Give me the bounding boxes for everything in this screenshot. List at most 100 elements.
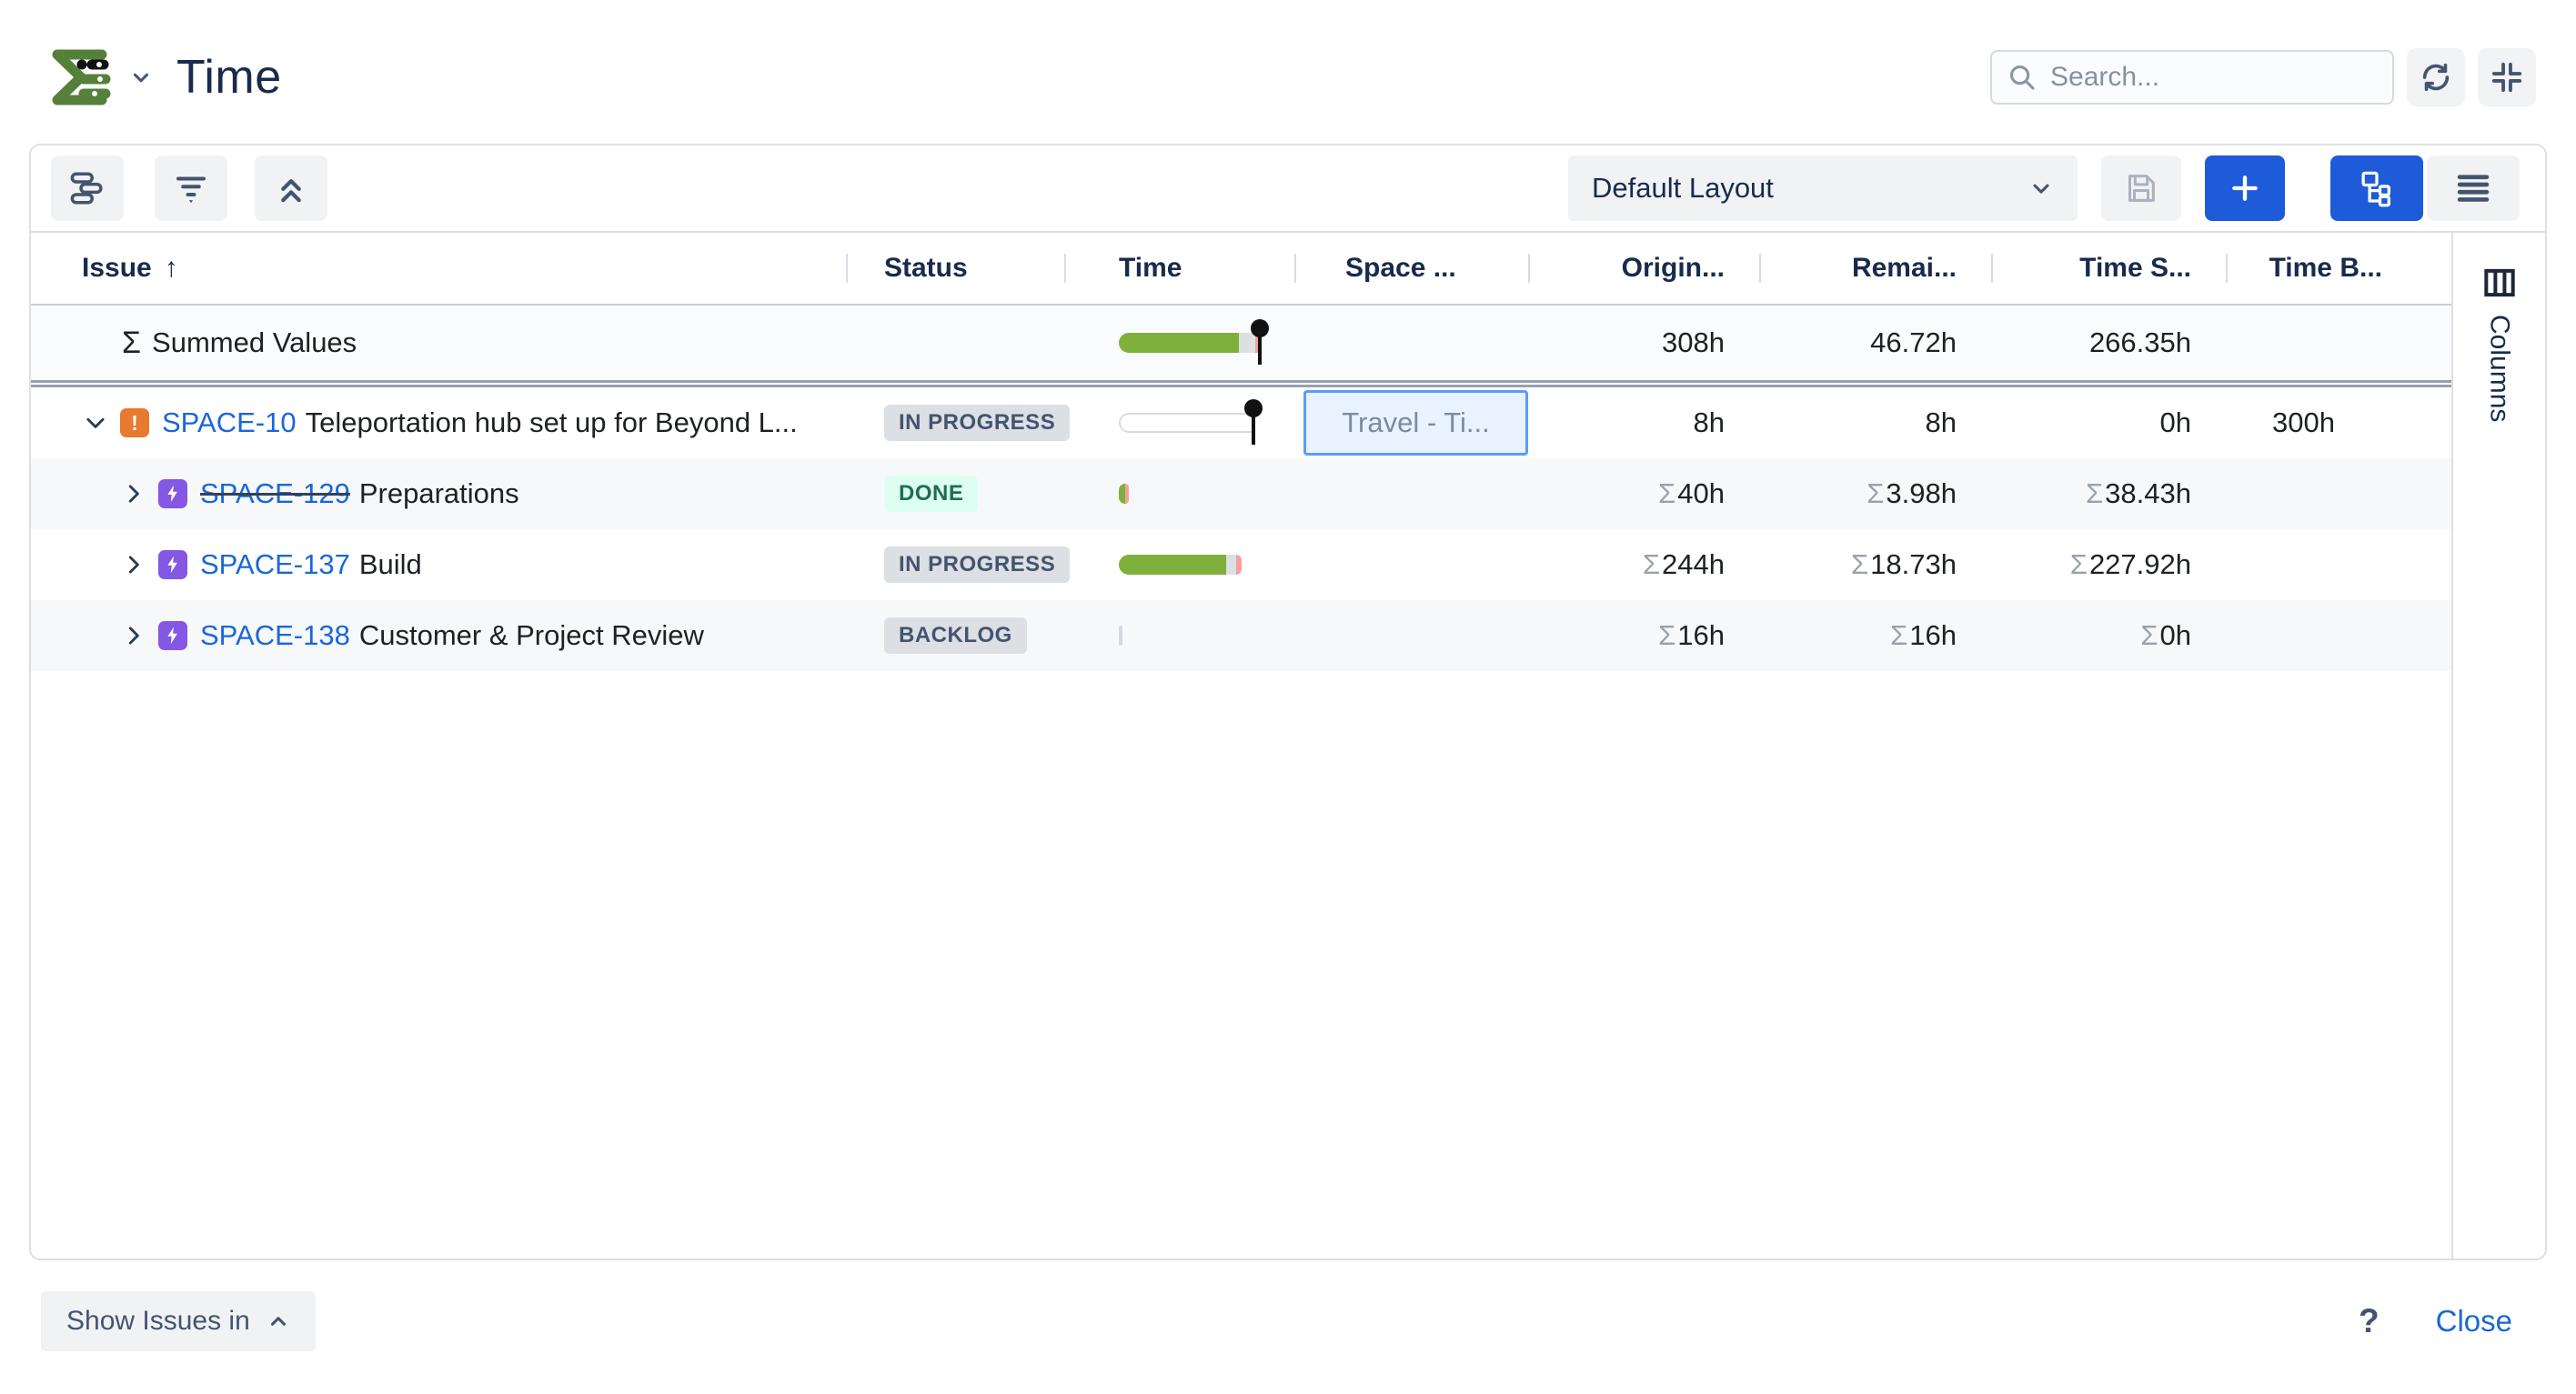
column-header-time-budget[interactable]: Time B... bbox=[2226, 233, 2451, 304]
table-row[interactable]: SPACE-137 Build IN PROGRESS Σ 244h Σ 18.73… bbox=[31, 529, 2451, 600]
summary-remaining-estimate: 46.72h bbox=[1870, 326, 1957, 358]
close-button[interactable]: Close bbox=[2435, 1304, 2512, 1338]
time-marker-pin[interactable] bbox=[1251, 319, 1269, 368]
search-box[interactable] bbox=[1990, 50, 2394, 105]
table-row[interactable]: ! SPACE-10 Teleportation hub set up for … bbox=[31, 387, 2451, 458]
original-estimate-cell[interactable]: Σ 16h bbox=[1658, 619, 1725, 651]
save-layout-button[interactable] bbox=[2101, 155, 2181, 221]
table-header-row: Issue ↑ Status Time Space ... Origin... … bbox=[31, 233, 2451, 306]
issue-type-warning-icon: ! bbox=[120, 408, 149, 437]
summary-time-cell bbox=[1064, 306, 1294, 380]
summary-time-budget bbox=[2226, 306, 2451, 380]
page-title: Time bbox=[176, 51, 282, 104]
remaining-estimate-cell[interactable]: Σ 18.73h bbox=[1851, 548, 1957, 580]
issue-key-link[interactable]: SPACE-10 bbox=[162, 406, 297, 438]
original-estimate-cell[interactable]: 8h bbox=[1693, 406, 1725, 438]
time-budget-cell[interactable] bbox=[2226, 600, 2451, 671]
show-issues-in-label: Show Issues in bbox=[66, 1306, 250, 1336]
search-icon bbox=[2009, 65, 2035, 90]
app-logo-menu[interactable] bbox=[44, 46, 153, 108]
space-cell-editor[interactable]: Travel - Ti... bbox=[1303, 390, 1528, 456]
expand-chevron-icon[interactable] bbox=[120, 551, 147, 578]
filter-icon bbox=[176, 176, 206, 204]
plus-icon bbox=[2232, 176, 2258, 201]
issue-key-link[interactable]: SPACE-129 bbox=[200, 477, 350, 509]
status-cell[interactable]: IN PROGRESS bbox=[846, 529, 1071, 600]
column-header-original-estimate[interactable]: Origin... bbox=[1528, 233, 1759, 304]
time-cell bbox=[1064, 600, 1294, 671]
layout-selector[interactable]: Default Layout bbox=[1568, 155, 2078, 221]
status-cell[interactable]: BACKLOG bbox=[846, 600, 1064, 671]
remaining-estimate-cell[interactable]: 8h bbox=[1925, 406, 1957, 438]
summed-values-label: Summed Values bbox=[152, 326, 357, 358]
group-by-button[interactable] bbox=[51, 155, 124, 221]
collapse-all-button[interactable] bbox=[255, 155, 327, 221]
collapse-corners-icon bbox=[2491, 62, 2522, 93]
time-cell bbox=[1064, 529, 1294, 600]
space-cell[interactable] bbox=[1294, 458, 1528, 529]
app-switcher-chevron-down-icon[interactable] bbox=[129, 65, 153, 89]
issue-type-bolt-icon bbox=[158, 621, 187, 650]
layout-selector-value: Default Layout bbox=[1592, 172, 1774, 204]
tree-view-button[interactable] bbox=[2330, 155, 2423, 221]
group-by-icon bbox=[70, 172, 103, 205]
status-cell[interactable]: IN PROGRESS bbox=[846, 387, 1071, 458]
issue-type-bolt-icon bbox=[158, 479, 187, 508]
issue-summary: Preparations bbox=[358, 477, 519, 509]
status-cell[interactable]: DONE bbox=[846, 458, 1064, 529]
time-cell bbox=[1064, 458, 1294, 529]
space-cell[interactable] bbox=[1294, 529, 1528, 600]
table-row[interactable]: SPACE-129 Preparations DONE Σ 40h Σ 3.98h … bbox=[31, 458, 2451, 529]
column-header-status[interactable]: Status bbox=[846, 233, 1064, 304]
status-badge: DONE bbox=[884, 476, 979, 512]
column-header-time[interactable]: Time bbox=[1064, 233, 1294, 304]
remaining-estimate-cell[interactable]: Σ 16h bbox=[1890, 619, 1957, 651]
time-spent-cell[interactable]: Σ 38.43h bbox=[2086, 477, 2191, 509]
issue-summary: Teleportation hub set up for Beyond L... bbox=[305, 406, 798, 438]
column-header-remaining-estimate[interactable]: Remai... bbox=[1759, 233, 1991, 304]
list-view-button[interactable] bbox=[2427, 155, 2520, 221]
filter-button[interactable] bbox=[155, 155, 227, 221]
table-row[interactable]: SPACE-138 Customer & Project Review BACK… bbox=[31, 600, 2451, 671]
refresh-button[interactable] bbox=[2407, 48, 2465, 106]
space-cell[interactable] bbox=[1294, 600, 1528, 671]
original-estimate-cell[interactable]: Σ 40h bbox=[1658, 477, 1725, 509]
time-budget-cell[interactable] bbox=[2226, 458, 2451, 529]
toolbar: Default Layout bbox=[31, 145, 2545, 233]
time-spent-cell[interactable]: 0h bbox=[2159, 406, 2191, 438]
show-issues-in-button[interactable]: Show Issues in bbox=[41, 1291, 316, 1351]
main-panel: Default Layout bbox=[29, 144, 2547, 1260]
column-header-issue[interactable]: Issue ↑ bbox=[31, 233, 846, 304]
search-input[interactable] bbox=[2050, 62, 2350, 93]
issue-cell: ! SPACE-10 Teleportation hub set up for … bbox=[31, 387, 846, 458]
summary-time-spent: 266.35h bbox=[2088, 326, 2191, 358]
original-estimate-cell[interactable]: Σ 244h bbox=[1642, 548, 1725, 580]
sigma-symbol: Σ bbox=[122, 325, 142, 360]
issue-key-link[interactable]: SPACE-138 bbox=[200, 619, 350, 651]
time-marker-pin[interactable] bbox=[1244, 399, 1263, 448]
status-badge: IN PROGRESS bbox=[884, 405, 1071, 441]
time-budget-cell[interactable] bbox=[2226, 529, 2451, 600]
space-cell[interactable]: Travel - Ti... bbox=[1294, 387, 1528, 458]
expand-chevron-icon[interactable] bbox=[82, 409, 109, 436]
time-spent-cell[interactable]: Σ 227.92h bbox=[2069, 548, 2191, 580]
issue-cell: SPACE-138 Customer & Project Review bbox=[31, 600, 846, 671]
add-issue-button[interactable] bbox=[2205, 155, 2285, 221]
expand-chevron-icon[interactable] bbox=[120, 480, 147, 507]
app-logo-sigma-icon bbox=[52, 49, 111, 105]
help-button[interactable]: ? bbox=[2359, 1302, 2380, 1339]
column-header-time-spent[interactable]: Time S... bbox=[1991, 233, 2226, 304]
table-body: ! SPACE-10 Teleportation hub set up for … bbox=[31, 387, 2451, 671]
issue-key-link[interactable]: SPACE-137 bbox=[200, 548, 350, 580]
time-spent-cell[interactable]: Σ 0h bbox=[2140, 619, 2191, 651]
chevron-up-icon bbox=[270, 1317, 286, 1326]
time-budget-cell[interactable]: 300h bbox=[2272, 406, 2335, 438]
collapse-window-button[interactable] bbox=[2478, 48, 2536, 106]
view-mode-toggle bbox=[2330, 155, 2520, 221]
sort-ascending-icon[interactable]: ↑ bbox=[164, 253, 178, 283]
time-progress-bar bbox=[1119, 626, 1122, 646]
remaining-estimate-cell[interactable]: Σ 3.98h bbox=[1867, 477, 1957, 509]
columns-panel-toggle[interactable]: Columns bbox=[2451, 233, 2545, 1259]
expand-chevron-icon[interactable] bbox=[120, 622, 147, 649]
column-header-space[interactable]: Space ... bbox=[1294, 233, 1528, 304]
